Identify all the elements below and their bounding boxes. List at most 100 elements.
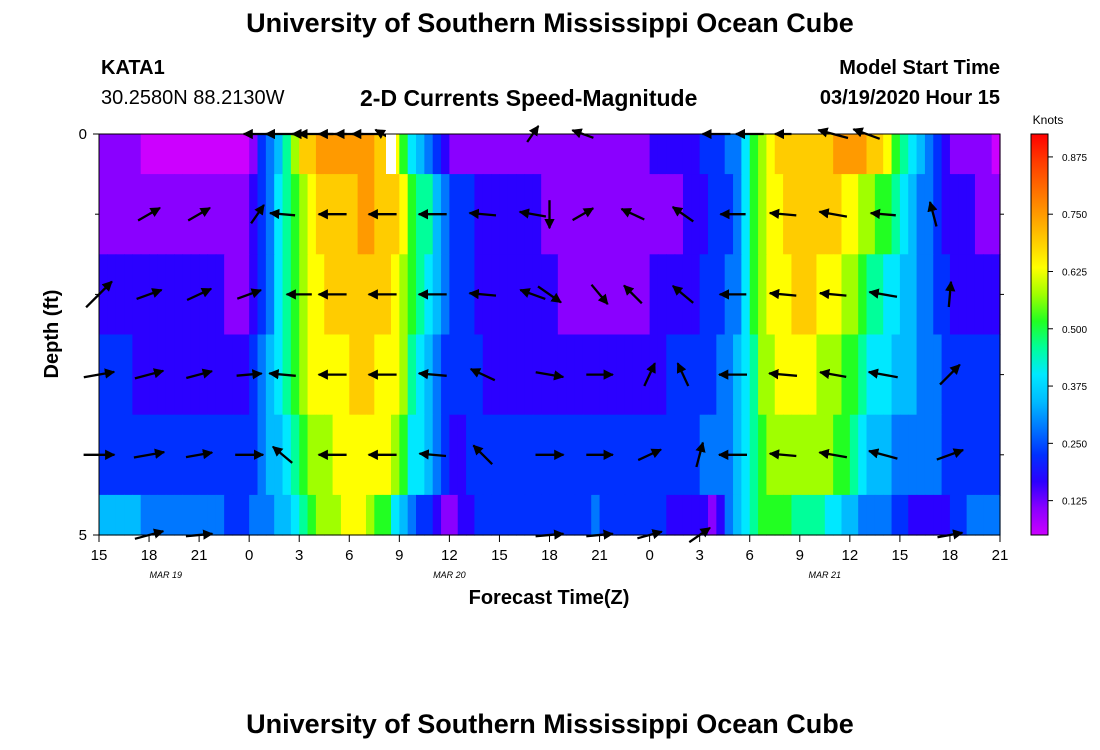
heatmap-cell — [516, 414, 526, 496]
heatmap-cell — [783, 134, 793, 175]
current-vector-arrow — [620, 207, 645, 221]
heatmap-cell — [816, 414, 826, 496]
heatmap-cell — [357, 414, 367, 496]
current-vector-arrow — [418, 449, 447, 460]
heatmap-cell — [958, 134, 968, 175]
heatmap-cell — [257, 134, 267, 175]
heatmap-cell — [682, 334, 692, 416]
current-vector-arrow — [672, 285, 694, 304]
heatmap-cell — [841, 134, 851, 175]
x-tick-label: 15 — [91, 547, 108, 564]
heatmap-cell — [758, 254, 767, 336]
heatmap-cell — [891, 414, 901, 496]
heatmap-cell — [699, 414, 709, 496]
heatmap-cell — [566, 134, 576, 175]
heatmap-cell — [349, 494, 359, 536]
heatmap-cell — [265, 254, 275, 336]
heatmap-cell — [974, 334, 984, 416]
heatmap-cell — [224, 254, 234, 336]
heatmap-cell — [507, 174, 517, 255]
heatmap-cell — [232, 174, 242, 255]
heatmap-cell — [666, 414, 676, 496]
heatmap-cell — [866, 134, 876, 175]
current-vector-arrow — [185, 449, 214, 460]
heatmap-cell — [482, 134, 492, 175]
heatmap-cell — [190, 174, 200, 255]
heatmap-cell — [741, 134, 751, 175]
heatmap-cell — [124, 414, 133, 496]
heatmap-cell — [966, 254, 976, 336]
heatmap-cell — [933, 174, 943, 255]
heatmap-cell — [833, 134, 843, 175]
heatmap-cell — [682, 134, 692, 175]
heatmap-cell — [115, 494, 125, 536]
heatmap-cell — [399, 494, 409, 536]
heatmap-cell — [983, 334, 993, 416]
heatmap-cell — [666, 174, 676, 255]
heatmap-cell — [307, 254, 317, 336]
heatmap-cell — [774, 494, 784, 536]
heatmap-cell — [674, 414, 684, 496]
colorbar-scale — [1030, 133, 1049, 536]
heatmap-cell — [966, 174, 976, 255]
heatmap-cell — [165, 414, 175, 496]
heatmap-cell — [132, 414, 142, 496]
heatmap-cell — [874, 134, 884, 175]
heatmap-cell — [140, 134, 150, 175]
heatmap-cell — [99, 134, 108, 175]
heatmap-cell — [107, 174, 117, 255]
heatmap-cell — [157, 174, 167, 255]
heatmap-cell — [165, 494, 175, 536]
heatmap-cell — [507, 334, 517, 416]
heatmap-cell — [307, 414, 317, 496]
heatmap-cell — [607, 174, 617, 255]
y-axis-label: Depth (ft) — [41, 290, 63, 379]
heatmap-cell — [215, 134, 225, 175]
current-vector-arrow — [676, 362, 690, 387]
current-vector-arrow — [137, 206, 161, 222]
heatmap-cell — [449, 134, 459, 175]
heatmap-cell — [966, 134, 976, 175]
current-vector-arrow — [869, 208, 896, 220]
heatmap-cell — [883, 134, 893, 175]
heatmap-cell — [407, 254, 417, 336]
current-vector-arrow — [519, 288, 546, 300]
heatmap-cell — [499, 254, 509, 336]
heatmap-cell — [758, 334, 767, 416]
heatmap-cell — [290, 174, 300, 255]
colorbar-tick-label: 0.250 — [1062, 439, 1087, 450]
heatmap-cell — [908, 174, 918, 255]
heatmap-cell — [641, 174, 651, 255]
heatmap-cell — [541, 174, 551, 255]
x-tick-label: 6 — [345, 547, 353, 564]
heatmap-cell — [899, 134, 909, 175]
current-vector-arrow — [936, 448, 965, 461]
x-tick-label: 21 — [591, 547, 608, 564]
heatmap-cell — [557, 334, 567, 416]
heatmap-cell — [516, 134, 526, 175]
heatmap-cell — [649, 334, 659, 416]
heatmap-cell — [207, 494, 217, 536]
current-vector-arrow — [134, 368, 165, 380]
heatmap-cell — [407, 334, 417, 416]
heatmap-cell — [124, 134, 133, 175]
heatmap-cell — [340, 494, 350, 536]
heatmap-cell — [407, 494, 417, 536]
heatmap-cell — [699, 134, 709, 175]
heatmap-cell — [632, 494, 642, 536]
heatmap-cell — [983, 254, 993, 336]
current-vector-arrow — [236, 369, 263, 380]
heatmap-cell — [157, 414, 167, 496]
heatmap-cell — [257, 494, 267, 536]
heatmap-cell — [749, 494, 759, 536]
heatmap-cell — [324, 494, 334, 536]
heatmap-cell — [157, 334, 167, 416]
heatmap-cell — [716, 134, 726, 175]
heatmap-cell — [299, 134, 309, 175]
current-vector-arrow — [535, 370, 565, 381]
heatmap-cell — [207, 414, 217, 496]
heatmap-cell — [424, 494, 434, 536]
colorbar-tick-label: 0.625 — [1062, 267, 1087, 278]
heatmap-cell — [866, 494, 876, 536]
heatmap-cell — [299, 494, 309, 536]
